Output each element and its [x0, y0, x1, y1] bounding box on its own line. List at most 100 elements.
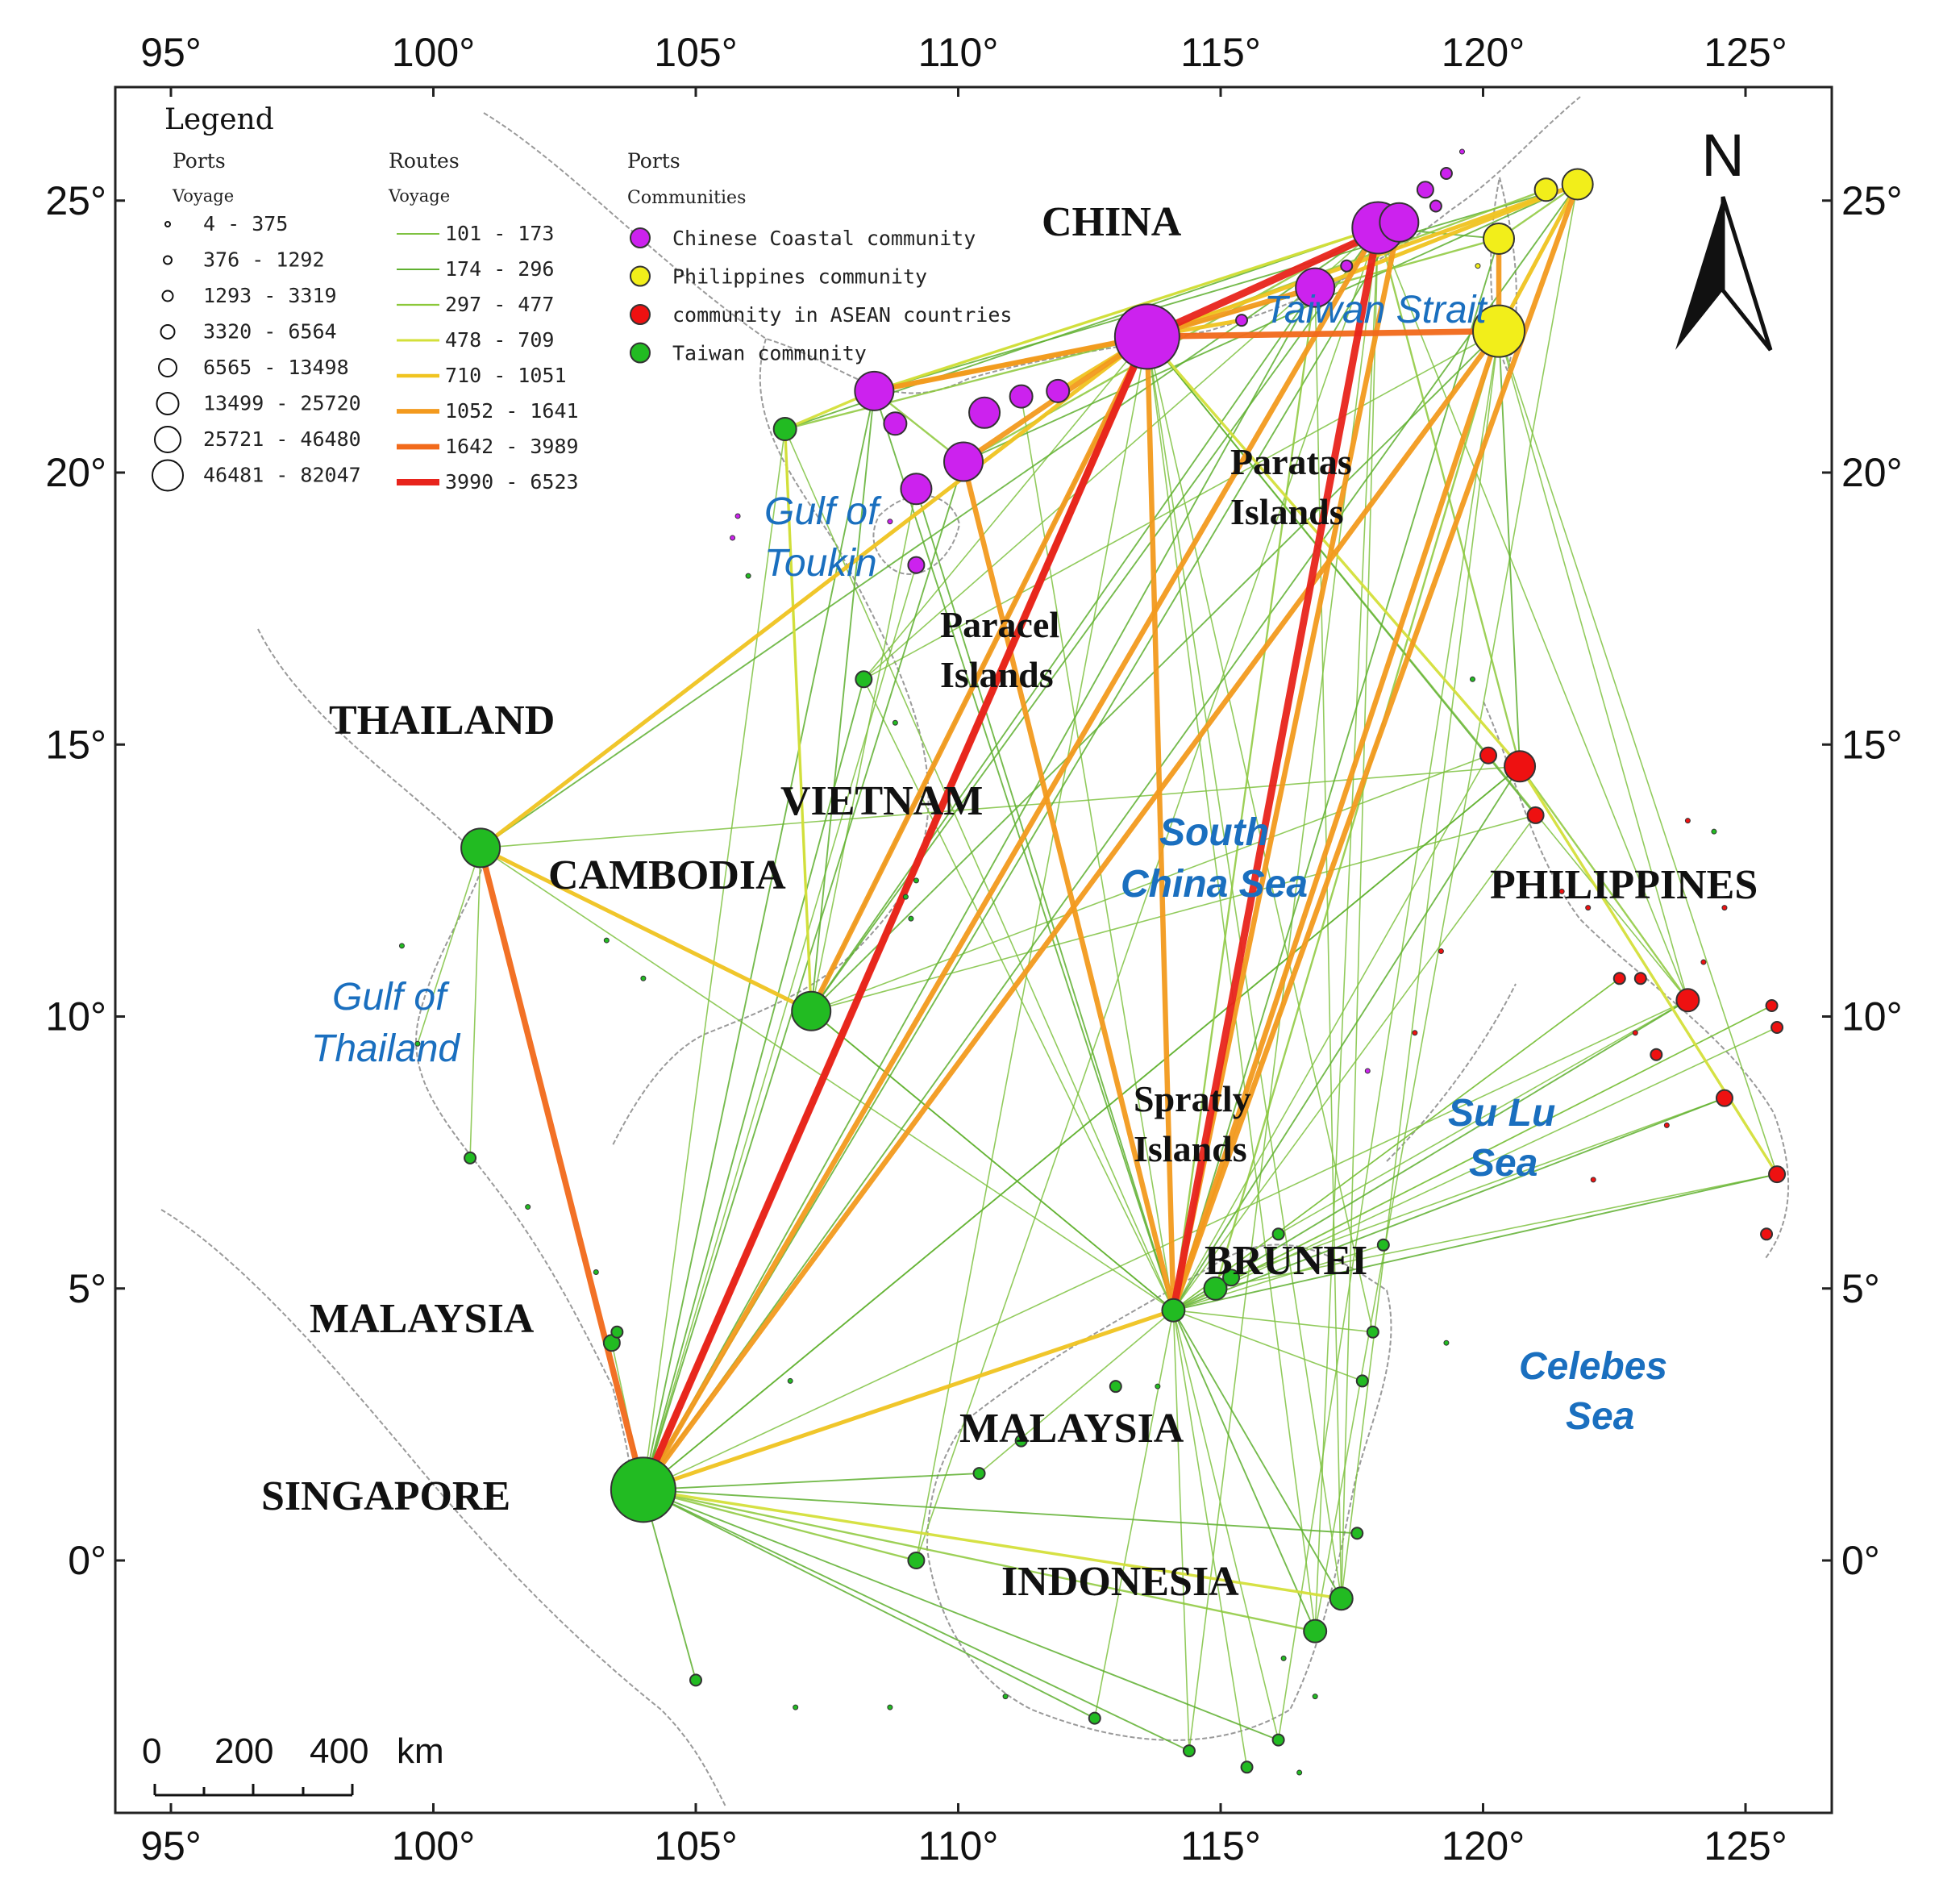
port-circle: [1296, 1769, 1303, 1776]
port-circle: [1700, 959, 1707, 965]
label-singapore: SINGAPORE: [261, 1473, 510, 1519]
port-circle: [1633, 972, 1647, 985]
lon-tick-label-top: 110°: [918, 30, 999, 75]
legend-port-class-label: 13499 - 25720: [203, 392, 361, 415]
legend-route-class-label: 3990 - 6523: [445, 470, 579, 494]
port-circle: [593, 1269, 599, 1276]
legend-port-class-label: 25721 - 46480: [203, 427, 361, 451]
route-line: [1277, 330, 1500, 1741]
port-circle: [1155, 1383, 1161, 1389]
longitude-ticks-bottom: 95° 100° 105° 110° 115° 120° 125°: [140, 1803, 1787, 1869]
legend-community-label: community in ASEAN countries: [672, 303, 1012, 327]
route-line: [1146, 335, 1316, 1632]
lat-tick-label-left: 15°: [45, 722, 106, 767]
label-south-china-sea-1: South: [1159, 811, 1269, 854]
port-circle: [900, 473, 933, 506]
port-circle: [1443, 1339, 1450, 1346]
port-circle: [887, 1704, 893, 1710]
port-circle: [1088, 1711, 1101, 1725]
route-line: [784, 428, 1175, 1311]
port-circle: [907, 1552, 926, 1569]
legend-ports-sub: Voyage: [172, 186, 234, 206]
coastline-philippines: [1386, 701, 1790, 1259]
port-circle: [1632, 1030, 1638, 1036]
port-circle: [610, 1325, 624, 1339]
latitude-ticks-left: 25° 20° 15° 10° 5° 0°: [45, 178, 125, 1583]
lat-tick-label-right: 0°: [1841, 1538, 1880, 1583]
label-spratly-1: Spratly: [1134, 1078, 1251, 1119]
port-circle: [1355, 1374, 1369, 1388]
route-line: [1172, 1309, 1190, 1752]
port-circle: [1416, 181, 1434, 199]
legend-community-symbol: [630, 304, 651, 325]
port-circle: [772, 417, 797, 442]
legend-port-symbol: [156, 392, 180, 415]
port-circle: [460, 827, 501, 869]
port-circle: [414, 1040, 421, 1047]
port-circle: [883, 411, 908, 436]
port-circle: [1364, 1068, 1371, 1074]
route-line: [1145, 182, 1580, 339]
lon-tick-label-bottom: 125°: [1704, 1823, 1787, 1869]
legend-community-symbol: [630, 227, 651, 248]
legend-community-label: Philippines community: [672, 265, 927, 289]
port-circle: [908, 915, 914, 922]
route-line: [1146, 335, 1537, 816]
lat-tick-label-left: 10°: [45, 994, 106, 1039]
port-circle: [1350, 1527, 1364, 1540]
port-circle: [968, 396, 1001, 429]
label-celebes-sea-1: Celebes: [1519, 1345, 1667, 1388]
route-line: [1518, 765, 1779, 1176]
port-circle: [1585, 905, 1592, 911]
scale-unit: km: [397, 1731, 444, 1771]
label-cambodia: CAMBODIA: [548, 852, 786, 898]
legend-port-class-label: 4 - 375: [203, 212, 288, 235]
route-line: [810, 488, 917, 1012]
lon-tick-label-top: 105°: [654, 30, 737, 75]
route-line: [642, 1489, 1359, 1535]
route-line: [960, 459, 1176, 1313]
port-circle: [1475, 263, 1481, 269]
label-sulu-sea-1: Su Lu: [1448, 1092, 1555, 1135]
port-circle: [1222, 1269, 1241, 1287]
port-circle: [398, 943, 405, 949]
port-circle: [1280, 1655, 1287, 1661]
route-line: [1172, 1027, 1778, 1311]
legend-community-symbol: [630, 265, 651, 287]
route-line: [1214, 1173, 1778, 1289]
route-line: [1172, 1309, 1342, 1600]
label-gulf-tonkin-2: Toukin: [764, 542, 877, 585]
label-paracel-2: Islands: [940, 654, 1054, 695]
route-line: [642, 1489, 1317, 1632]
legend-port-symbol: [161, 290, 174, 302]
port-circle: [745, 573, 751, 579]
route-line: [1172, 754, 1489, 1311]
port-circle: [1472, 304, 1526, 358]
route-line: [1214, 1005, 1773, 1289]
longitude-ticks-top: 95° 100° 105° 110° 115° 120° 125°: [140, 30, 1787, 97]
route-line: [641, 1308, 1175, 1492]
legend-port-class-label: 46481 - 82047: [203, 464, 361, 487]
port-circle: [1760, 1227, 1774, 1241]
coastline-hainan: [872, 494, 961, 575]
scale-label-400: 400: [310, 1731, 368, 1771]
route-line: [639, 332, 1151, 1494]
port-circle: [1558, 888, 1565, 894]
port-circle: [902, 806, 909, 813]
route-line: [1172, 1244, 1384, 1311]
lon-tick-label-bottom: 120°: [1442, 1823, 1525, 1869]
route-line: [963, 183, 1579, 463]
port-circle: [1504, 750, 1537, 783]
port-circle: [1765, 999, 1779, 1013]
route-line: [915, 335, 1148, 1561]
route-line: [1172, 1097, 1725, 1311]
lon-tick-label-bottom: 115°: [1180, 1823, 1261, 1869]
legend-port-symbol: [158, 358, 177, 377]
route-line: [808, 334, 1151, 1014]
latitude-ticks-right: 25° 20° 15° 10° 5° 0°: [1822, 178, 1903, 1583]
legend: Legend Ports Voyage 4 - 375 376 - 1292 129…: [152, 103, 1012, 494]
port-circle: [1711, 828, 1717, 835]
route-line: [1172, 1309, 1374, 1333]
route-line: [810, 286, 1317, 1012]
legend-port-symbol: [152, 459, 184, 492]
